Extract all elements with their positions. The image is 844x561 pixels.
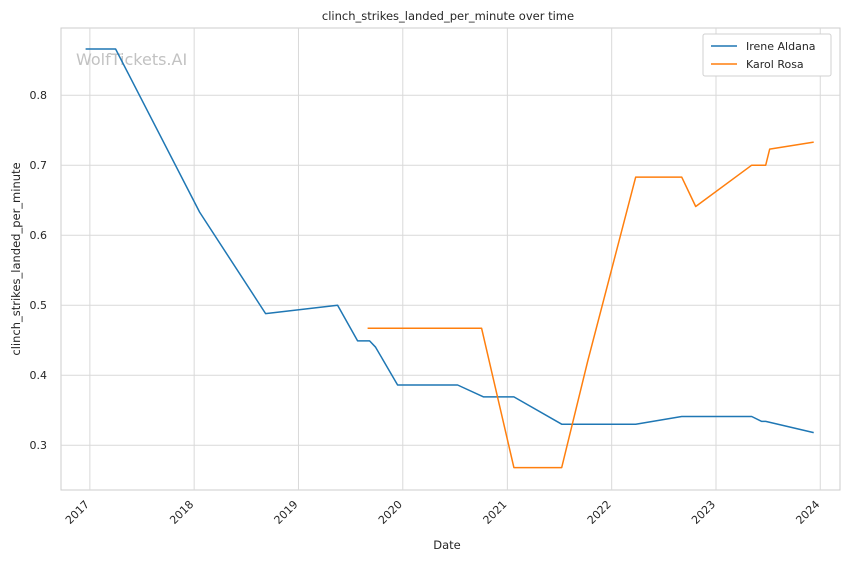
- y-axis-label: clinch_strikes_landed_per_minute: [9, 162, 23, 355]
- y-tick-label: 0.7: [30, 159, 48, 172]
- watermark: WolfTickets.AI: [76, 50, 187, 69]
- series-layer: [85, 48, 814, 469]
- y-tick-label: 0.5: [30, 299, 48, 312]
- legend-label-irene-aldana: Irene Aldana: [746, 40, 816, 53]
- x-axis-label: Date: [433, 538, 461, 552]
- series-line-irene-aldana: [85, 48, 814, 434]
- y-axis-ticks: 0.3 0.4 0.5 0.6 0.7 0.8: [30, 89, 48, 452]
- x-axis-ticks: 2017 2018 2019 2020 2021 2022 2023 2024: [63, 498, 822, 527]
- x-tick-label: 2022: [585, 498, 614, 527]
- legend-label-karol-rosa: Karol Rosa: [746, 58, 804, 71]
- plot-frame: [60, 27, 841, 491]
- legend-box: [702, 33, 832, 77]
- y-tick-label: 0.4: [30, 369, 48, 382]
- x-tick-label: 2019: [272, 498, 301, 527]
- x-tick-label: 2023: [689, 498, 718, 527]
- y-tick-label: 0.3: [30, 439, 48, 452]
- y-tick-label: 0.8: [30, 89, 48, 102]
- series-line-karol-rosa: [367, 141, 814, 469]
- x-tick-label: 2021: [480, 498, 509, 527]
- x-tick-label: 2018: [167, 498, 196, 527]
- x-tick-label: 2017: [63, 498, 92, 527]
- plot-area: WolfTickets.AI: [60, 27, 841, 491]
- chart-title: clinch_strikes_landed_per_minute over ti…: [322, 9, 574, 23]
- x-tick-label: 2020: [376, 498, 405, 527]
- grid: [61, 28, 840, 490]
- x-tick-label: 2024: [793, 498, 822, 527]
- y-tick-label: 0.6: [30, 229, 48, 242]
- legend: Irene Aldana Karol Rosa: [702, 33, 832, 77]
